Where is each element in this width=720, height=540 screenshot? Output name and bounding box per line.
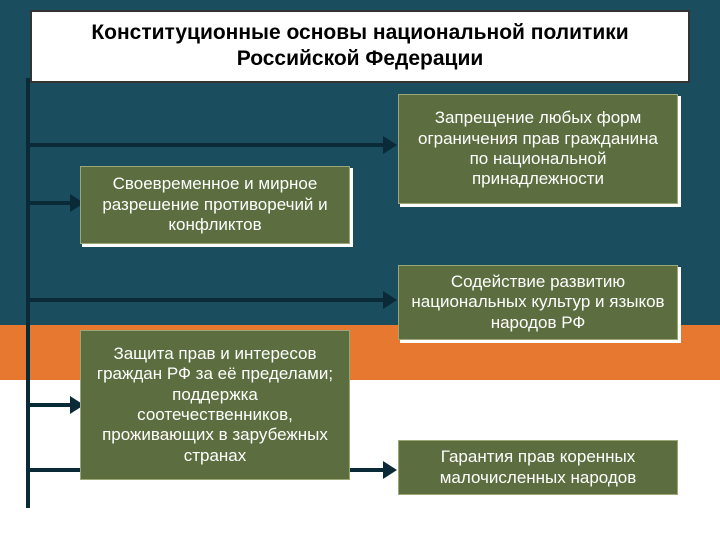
connector-branch xyxy=(26,143,385,147)
arrow-icon xyxy=(383,136,397,154)
box-text: Запрещение любых форм ограничения прав г… xyxy=(411,108,665,190)
box-text: Защита прав и интересов граждан РФ за её… xyxy=(93,344,337,466)
arrow-icon xyxy=(383,461,397,479)
box-text: Гарантия прав коренных малочисленных нар… xyxy=(411,447,665,488)
box-text: Своевременное и мирное разрешение против… xyxy=(93,174,337,235)
box-right-3: Гарантия прав коренных малочисленных нар… xyxy=(398,440,678,495)
arrow-icon xyxy=(383,291,397,309)
connector-branch xyxy=(26,298,385,302)
box-right-1: Запрещение любых форм ограничения прав г… xyxy=(398,94,678,204)
box-left-1: Своевременное и мирное разрешение против… xyxy=(80,166,350,244)
box-text: Содействие развитию национальных культур… xyxy=(411,272,665,333)
diagram-title: Конституционные основы национальной поли… xyxy=(30,10,690,83)
box-left-2: Защита прав и интересов граждан РФ за её… xyxy=(80,330,350,480)
box-right-2: Содействие развитию национальных культур… xyxy=(398,265,678,340)
